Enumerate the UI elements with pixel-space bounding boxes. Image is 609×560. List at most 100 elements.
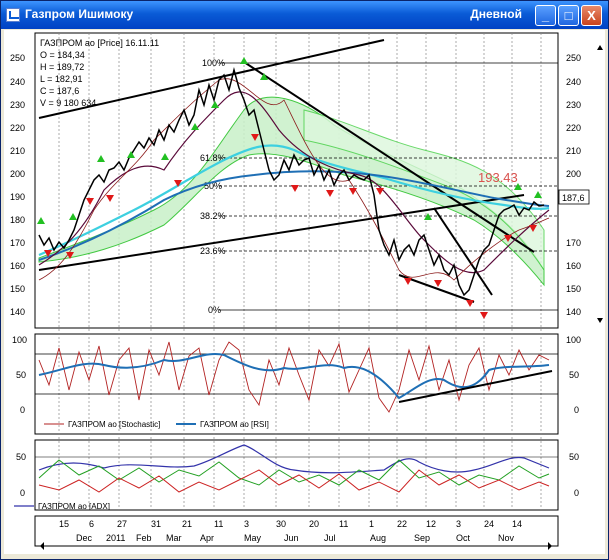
y-tick-left: 250 (10, 53, 25, 63)
scroll-right-icon[interactable] (548, 542, 552, 550)
oscillator-levels (35, 353, 558, 395)
time-axis-frame (34, 515, 559, 547)
chikou-line (38, 78, 550, 281)
buy-marker (37, 217, 45, 224)
y-tick-left: 140 (10, 307, 25, 317)
day-tick: 11 (214, 519, 223, 529)
price-line (38, 67, 545, 297)
scroll-left-icon[interactable] (40, 542, 44, 550)
day-tick: 3 (244, 519, 249, 529)
adx-y-tick: 0 (20, 488, 25, 498)
month-tick: Sep (414, 533, 430, 543)
kijun-line (38, 91, 550, 274)
period-label[interactable]: Дневной (470, 7, 522, 21)
y-tick-left: 210 (10, 146, 25, 156)
day-tick: 14 (512, 519, 522, 529)
adx-y-tick: 50 (16, 452, 26, 462)
osc-y-tick: 50 (16, 370, 26, 380)
y-tick-left: 230 (10, 100, 25, 110)
sell-marker (251, 134, 259, 141)
osc-y-tick: 50 (569, 370, 579, 380)
sell-marker (376, 188, 384, 195)
close-button[interactable]: X (581, 5, 602, 26)
target-price-label: 193.43 (478, 170, 518, 185)
last-price-label: 187,6 (562, 193, 585, 203)
sell-marker (404, 278, 412, 285)
y-tick-left: 220 (10, 123, 25, 133)
month-tick: Apr (200, 533, 214, 543)
legend-adx: ГАЗПРОМ ао [ADX] (38, 502, 110, 511)
adx-y-ticks: 50 0 50 0 (16, 452, 579, 498)
month-tick: Feb (136, 533, 152, 543)
legend-open: O = 184,34 (40, 50, 85, 60)
sell-marker (480, 312, 488, 319)
oscillator-y-ticks: 100 50 0 100 50 0 (12, 335, 581, 415)
blue-ma-line (38, 170, 550, 261)
chart-svg: 250 240 230 220 210 200 190 180 170 160 … (10, 32, 603, 550)
day-tick: 24 (484, 519, 494, 529)
month-tick: Oct (456, 533, 471, 543)
day-tick: 31 (151, 519, 161, 529)
sell-marker (529, 225, 537, 232)
day-tick: 11 (339, 519, 348, 529)
legend-high: H = 189,72 (40, 62, 84, 72)
day-tick: 12 (426, 519, 436, 529)
buy-marker (534, 191, 542, 198)
sell-marker (44, 250, 52, 257)
y-tick-right: 240 (566, 77, 581, 87)
time-axis-months: Dec 2011 Feb Mar Apr May Jun Jul Aug Sep… (76, 533, 515, 543)
sell-marker (174, 180, 182, 187)
fib-label: 0% (208, 305, 221, 315)
buy-marker (191, 123, 199, 130)
legend-title: ГАЗПРОМ ао [Price] 16.11.11 (40, 38, 159, 48)
stochastic-line (38, 341, 550, 413)
buy-markers (37, 57, 542, 224)
adx-minus-line (38, 469, 550, 493)
month-tick: Dec (76, 533, 93, 543)
sell-marker (349, 188, 357, 195)
day-tick: 30 (276, 519, 286, 529)
rsi-line (38, 353, 550, 400)
scroll-up-icon[interactable] (597, 45, 603, 50)
y-tick-left: 240 (10, 77, 25, 87)
buy-marker (97, 155, 105, 162)
month-tick: Nov (498, 533, 515, 543)
day-tick: 22 (397, 519, 407, 529)
oscillator-panel-frame (34, 333, 559, 435)
window-title: Газпром Ишимоку (25, 7, 134, 21)
y-tick-left: 180 (10, 215, 25, 225)
sell-marker (466, 300, 474, 307)
minimize-button[interactable]: _ (535, 5, 556, 26)
buy-marker (69, 213, 77, 220)
sell-marker (106, 195, 114, 202)
ichimoku-cloud (38, 96, 545, 287)
y-tick-left: 160 (10, 261, 25, 271)
y-tick-right: 150 (566, 284, 581, 294)
sell-marker (434, 280, 442, 287)
day-tick: 3 (456, 519, 461, 529)
trend-lines (38, 39, 535, 303)
y-tick-left: 200 (10, 169, 25, 179)
adx-y-tick: 50 (569, 452, 579, 462)
last-price-box (558, 189, 590, 205)
cyan-ma-line (38, 144, 550, 257)
y-tick-right: 200 (566, 169, 581, 179)
buy-marker (424, 213, 432, 220)
day-tick: 20 (309, 519, 319, 529)
time-axis-days: 15 6 27 31 21 11 3 30 20 11 1 22 12 3 24… (59, 519, 522, 529)
legend-stochastic: ГАЗПРОМ ао [Stochastic] (68, 420, 160, 429)
fib-label: 50% (204, 181, 222, 191)
sell-marker (66, 252, 74, 259)
y-tick-right: 230 (566, 100, 581, 110)
title-bar[interactable]: Газпром Ишимоку Дневной _ □ X (1, 1, 608, 29)
rsi-trend-line (398, 370, 553, 403)
maximize-button[interactable]: □ (558, 5, 579, 26)
day-tick: 1 (369, 519, 374, 529)
sell-marker (291, 185, 299, 192)
adx-y-tick: 0 (574, 488, 579, 498)
buy-marker (260, 73, 268, 80)
osc-y-tick: 0 (20, 405, 25, 415)
scroll-down-icon[interactable] (597, 318, 603, 323)
fib-label: 38.2% (200, 211, 226, 221)
